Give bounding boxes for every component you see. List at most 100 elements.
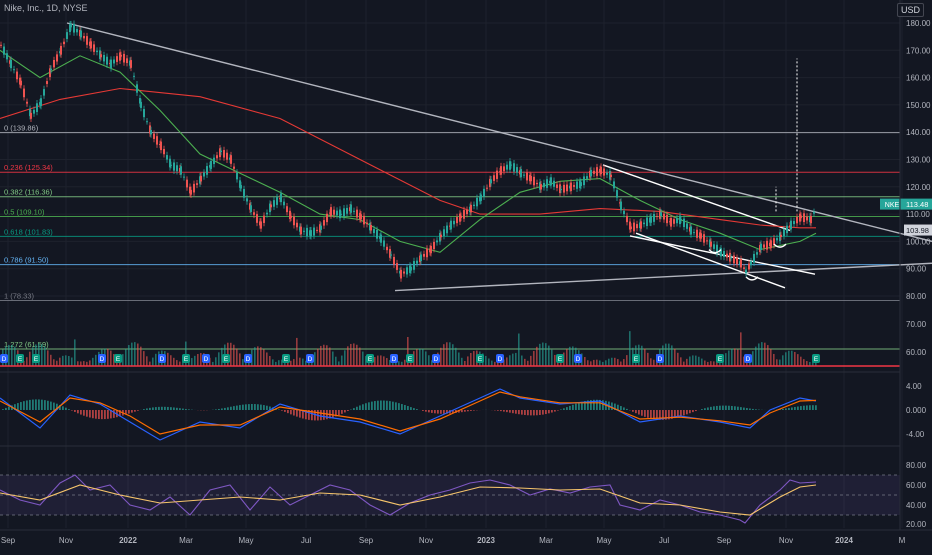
candle-body — [566, 185, 568, 192]
candle-body — [486, 188, 488, 189]
volume-bar — [362, 352, 364, 366]
volume-bar — [293, 359, 295, 366]
macd-histogram-bar — [569, 406, 571, 410]
volume-bar — [527, 361, 529, 366]
macd-histogram-bar — [707, 407, 709, 410]
candle-body — [660, 212, 662, 216]
volume-bar — [419, 348, 421, 366]
macd-histogram-bar — [413, 408, 415, 410]
volume-bar — [788, 351, 790, 366]
macd-histogram-bar — [815, 405, 817, 410]
candle-body — [263, 216, 265, 223]
macd-histogram-bar — [503, 410, 505, 412]
macd-histogram-bar — [215, 409, 217, 410]
macd-histogram-bar — [23, 401, 25, 410]
volume-bar — [572, 346, 574, 366]
macd-histogram-bar — [77, 410, 79, 413]
event-marker-label: E — [814, 356, 819, 363]
candle-body — [16, 72, 18, 80]
volume-bar — [740, 332, 742, 366]
x-tick-label: Nov — [59, 536, 73, 545]
macd-histogram-bar — [440, 410, 442, 414]
event-marker-label: D — [746, 356, 751, 363]
volume-bar — [50, 355, 52, 366]
macd-histogram-bar — [242, 405, 244, 410]
macd-histogram-bar — [611, 402, 613, 410]
volume-bar — [449, 342, 451, 366]
volume-bar — [596, 360, 598, 366]
candle-body — [776, 238, 778, 240]
volume-bar — [467, 356, 469, 366]
volume-bar — [668, 344, 670, 366]
macd-histogram-bar — [155, 407, 157, 410]
volume-bar — [461, 358, 463, 366]
fib-level-label: 0.236 (125.34) — [4, 163, 53, 172]
candle-body — [20, 81, 22, 86]
macd-histogram-bar — [731, 406, 733, 410]
volume-bar — [737, 350, 739, 366]
macd-histogram-bar — [107, 410, 109, 419]
macd-histogram-bar — [791, 407, 793, 410]
candle-body — [70, 24, 72, 27]
candle-body — [223, 150, 225, 158]
candle-body — [240, 185, 242, 188]
candle-body — [393, 257, 395, 265]
macd-histogram-bar — [287, 410, 289, 413]
candle-body — [23, 89, 25, 98]
macd-histogram-bar — [53, 403, 55, 410]
candle-body — [633, 223, 635, 232]
candle-body — [36, 103, 38, 112]
candle-body — [63, 42, 65, 44]
candle-body — [626, 216, 628, 222]
candle-body — [266, 213, 268, 215]
macd-histogram-bar — [227, 407, 229, 410]
candle-body — [436, 240, 438, 242]
event-marker-label: D — [576, 356, 581, 363]
macd-histogram-bar — [626, 409, 628, 410]
candle-body — [610, 175, 612, 177]
volume-bar — [614, 358, 616, 366]
candle-body — [306, 228, 308, 236]
macd-histogram-bar — [785, 408, 787, 410]
event-marker-label: E — [18, 356, 23, 363]
volume-bar — [239, 353, 241, 366]
candle-body — [483, 189, 485, 197]
candle-body — [396, 263, 398, 270]
volume-bar — [290, 361, 292, 366]
candle-body — [646, 217, 648, 226]
macd-histogram-bar — [65, 408, 67, 410]
event-marker-label: D — [658, 356, 663, 363]
candle-body — [256, 214, 258, 223]
candle-body — [206, 166, 208, 175]
macd-histogram-bar — [437, 410, 439, 414]
volume-bar — [800, 357, 802, 366]
currency-button[interactable]: USD — [897, 3, 924, 17]
candle-body — [246, 198, 248, 201]
volume-bar — [599, 360, 601, 366]
volume-bar — [197, 354, 199, 366]
volume-bar — [608, 359, 610, 366]
candle-body — [376, 230, 378, 239]
macd-tick-label: -4.00 — [906, 430, 925, 439]
volume-bar — [110, 351, 112, 366]
macd-histogram-bar — [128, 410, 130, 414]
candle-body — [640, 221, 642, 228]
fib-level-label: 0.382 (116.36) — [4, 188, 53, 197]
macd-histogram-bar — [230, 407, 232, 410]
volume-bar — [173, 358, 175, 366]
macd-histogram-bar — [566, 407, 568, 410]
macd-histogram-bar — [332, 410, 334, 417]
volume-bar — [446, 342, 448, 366]
candle-body — [430, 246, 432, 253]
volume-bar — [782, 355, 784, 366]
volume-bar — [752, 351, 754, 366]
macd-histogram-bar — [380, 401, 382, 410]
y-tick-label: 100.00 — [906, 237, 931, 246]
volume-bar — [176, 360, 178, 366]
candle-body — [56, 54, 58, 61]
candle-body — [756, 252, 758, 254]
volume-bar — [794, 352, 796, 366]
macd-histogram-bar — [575, 404, 577, 410]
candle-body — [76, 29, 78, 32]
